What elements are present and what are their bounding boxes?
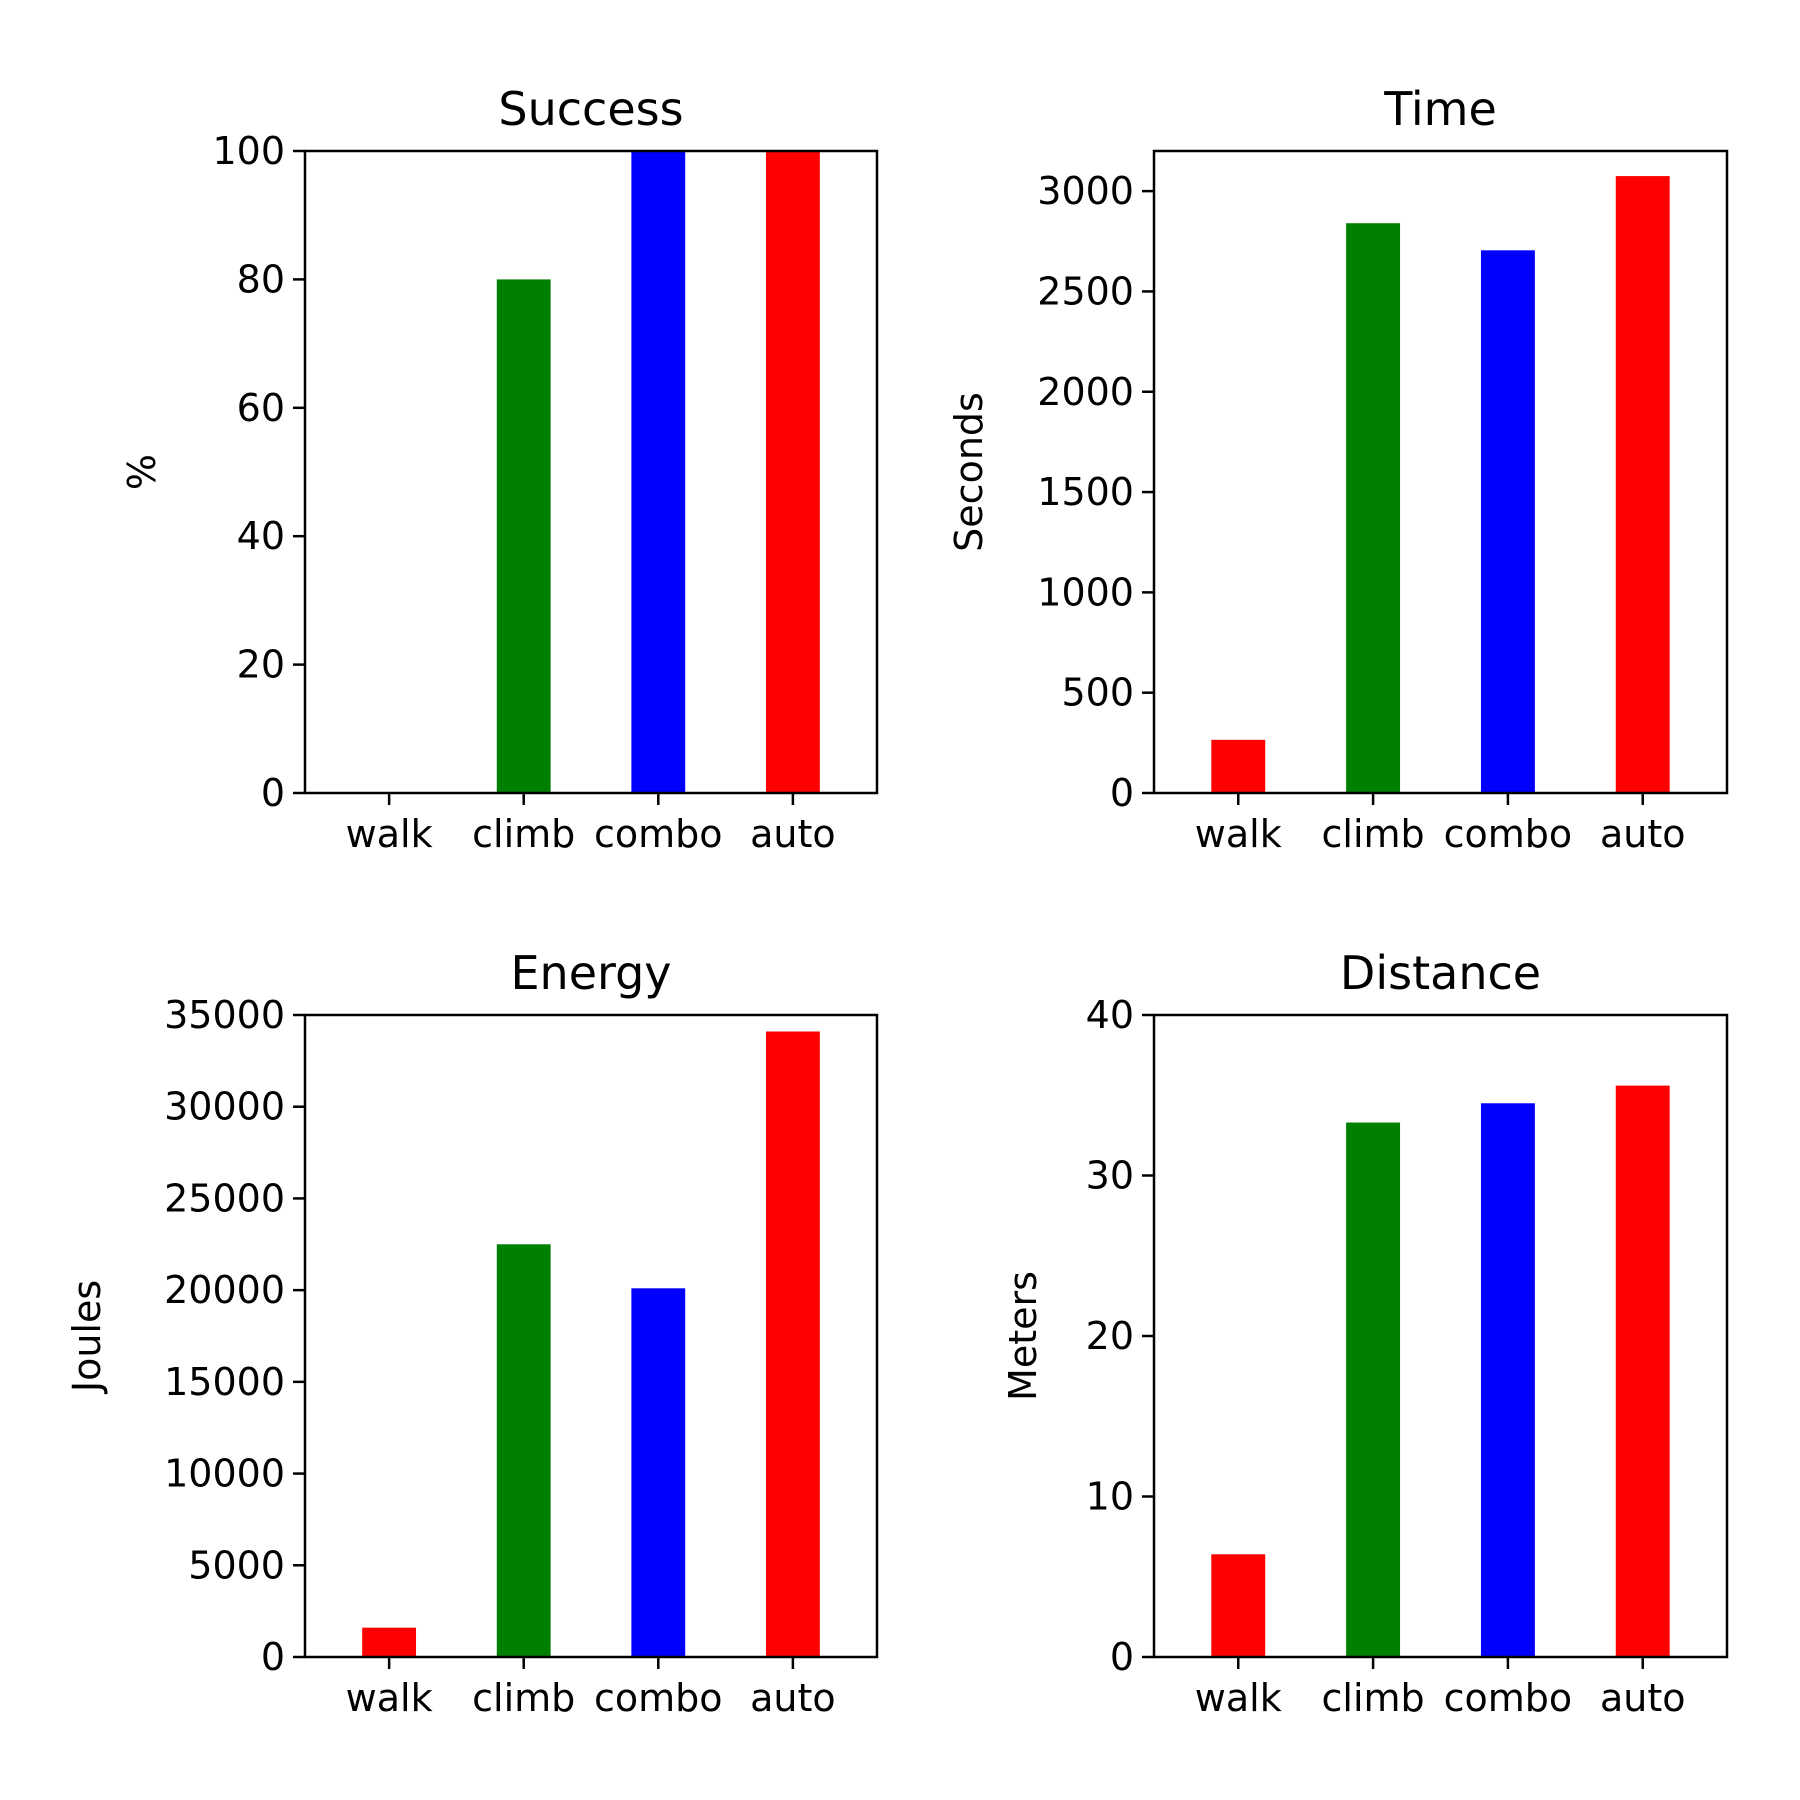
y-tick-label: 30 (1086, 1154, 1134, 1198)
y-tick-label: 30000 (164, 1085, 285, 1129)
y-tick-label: 20 (1086, 1314, 1134, 1358)
chart-panel-time: 0 500 1000 1500 2000 2500 3000 walk climb combo au… (947, 82, 1729, 856)
chart-title: Energy (510, 946, 671, 1000)
x-tick-label-combo: combo (1444, 812, 1573, 856)
bar-climb (1346, 223, 1401, 794)
chart-panel-success: 0 20 40 60 80 100 walk climb combo auto Success% (120, 82, 879, 856)
y-tick-label: 10000 (164, 1452, 285, 1496)
y-axis-label: Joules (65, 1280, 109, 1394)
y-tick-label: 1000 (1037, 570, 1134, 614)
bar-combo (631, 151, 686, 793)
y-tick-label: 10 (1086, 1475, 1134, 1519)
y-tick-label: 40 (1086, 993, 1134, 1037)
x-tick-label-climb: climb (1322, 1676, 1425, 1720)
x-tick-label-auto: auto (750, 1676, 836, 1720)
x-tick-label-walk: walk (346, 812, 433, 856)
y-tick-label: 40 (237, 514, 285, 558)
bar-climb (1346, 1122, 1401, 1657)
x-tick-label-walk: walk (346, 1676, 433, 1720)
y-tick-label: 2500 (1037, 269, 1134, 313)
x-tick-label-combo: combo (594, 812, 723, 856)
bar-auto (765, 1031, 820, 1657)
bar-walk (1211, 739, 1266, 793)
y-axis-label: Meters (1001, 1271, 1045, 1401)
x-tick-label-auto: auto (1600, 812, 1686, 856)
y-tick-label: 5000 (188, 1543, 285, 1587)
y-axis-label: % (120, 454, 164, 490)
y-tick-label: 100 (212, 129, 285, 173)
chart-title: Success (498, 82, 683, 136)
y-tick-label: 0 (1110, 771, 1134, 815)
y-tick-label: 80 (237, 257, 285, 301)
y-tick-label: 20 (237, 643, 285, 687)
y-tick-label: 500 (1061, 671, 1134, 715)
y-axis-label: Seconds (947, 392, 991, 552)
x-tick-label-auto: auto (750, 812, 836, 856)
y-tick-label: 0 (1110, 1635, 1134, 1679)
bar-climb (496, 1244, 551, 1657)
bar-auto (1615, 1085, 1670, 1657)
chart-title: Time (1383, 82, 1497, 136)
y-tick-label: 1500 (1037, 470, 1134, 514)
bar-combo (1480, 1103, 1535, 1657)
x-tick-label-combo: combo (1444, 1676, 1573, 1720)
x-tick-label-walk: walk (1195, 1676, 1282, 1720)
bar-combo (1480, 250, 1535, 793)
plot-frame (1152, 149, 1729, 795)
y-tick-label: 3000 (1037, 169, 1134, 213)
y-tick-label: 60 (237, 386, 285, 430)
y-tick-label: 15000 (164, 1360, 285, 1404)
bar-auto (1615, 176, 1670, 793)
plot-frame (303, 1013, 879, 1659)
y-tick-label: 25000 (164, 1176, 285, 1220)
chart-title: Distance (1340, 946, 1541, 1000)
y-tick-label: 0 (261, 771, 285, 815)
bar-combo (631, 1288, 686, 1657)
y-tick-label: 2000 (1037, 370, 1134, 414)
x-tick-label-climb: climb (472, 1676, 575, 1720)
x-tick-label-combo: combo (594, 1676, 723, 1720)
y-tick-label: 0 (261, 1635, 285, 1679)
chart-panel-distance: 0 10 20 30 40 walk climb combo auto Distance Meter… (1001, 946, 1729, 1720)
y-tick-label: 20000 (164, 1268, 285, 1312)
y-tick-label: 35000 (164, 993, 285, 1037)
x-tick-label-climb: climb (1322, 812, 1425, 856)
x-tick-label-auto: auto (1600, 1676, 1686, 1720)
x-tick-label-walk: walk (1195, 812, 1282, 856)
bar-walk (362, 1627, 417, 1657)
bar-auto (765, 151, 820, 793)
plot-frame (303, 149, 879, 795)
bar-walk (1211, 1554, 1266, 1657)
x-tick-label-climb: climb (472, 812, 575, 856)
bar-climb (496, 279, 551, 793)
